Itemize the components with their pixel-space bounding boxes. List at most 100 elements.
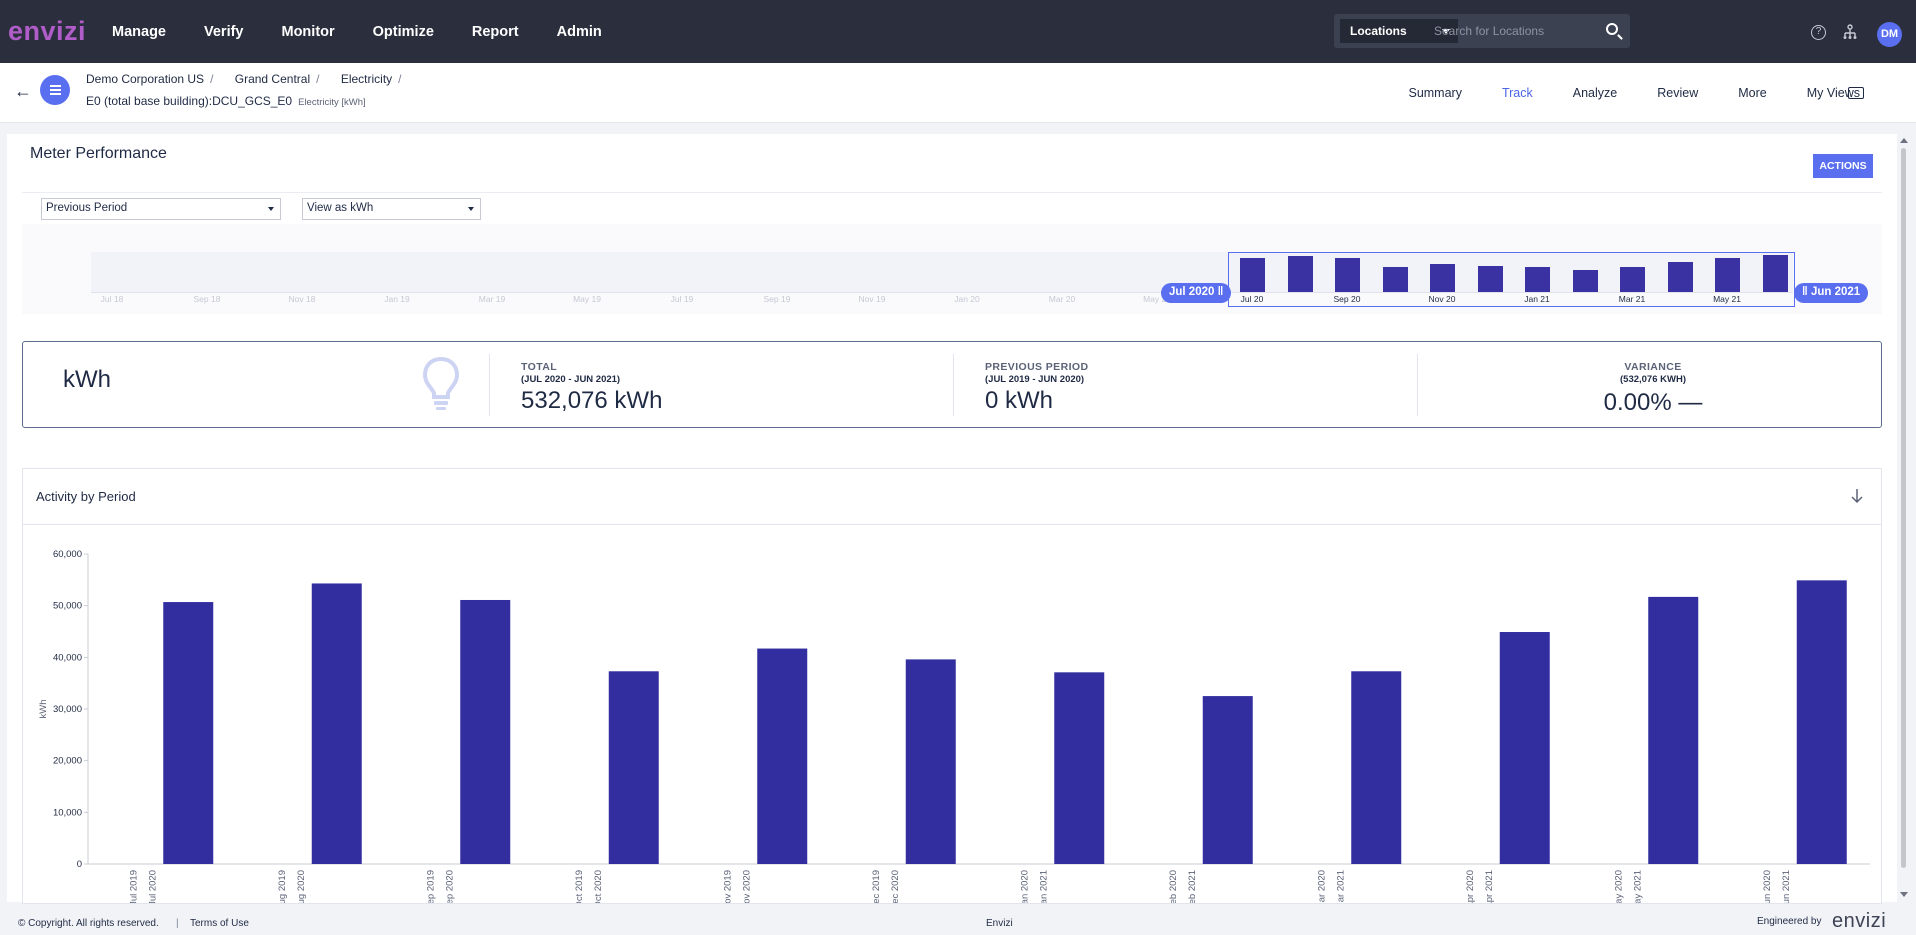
actions-button[interactable]: ACTIONS (1813, 154, 1873, 178)
tab-track[interactable]: Track (1501, 86, 1533, 100)
search-input[interactable] (1434, 19, 1584, 43)
x-tick-label-current: Jun 2021 (1781, 870, 1792, 903)
x-tick-label-previous: Sep 2019 (425, 870, 436, 903)
user-avatar[interactable]: DM (1877, 22, 1902, 47)
range-tick-label: Jul 20 (1240, 294, 1264, 304)
range-tick-label: Jul 18 (100, 294, 124, 304)
tab-review[interactable]: Review (1657, 86, 1699, 100)
range-selection-window[interactable] (1228, 252, 1795, 307)
range-track[interactable] (91, 252, 1793, 292)
range-tick-label: Nov 19 (858, 294, 886, 304)
range-bar (1335, 257, 1360, 292)
tab-my-views[interactable]: My Views (1806, 86, 1860, 100)
bar-current-period (757, 648, 808, 864)
menu-admin[interactable]: Admin (556, 23, 602, 40)
help-icon[interactable]: ? (1811, 25, 1826, 40)
menu-verify[interactable]: Verify (204, 23, 244, 40)
kpi-previous-value: 0 kWh (985, 387, 1054, 414)
range-tick-label: Sep 20 (1333, 294, 1361, 304)
hamburger-menu-button[interactable] (40, 75, 70, 105)
breadcrumb-item-building[interactable]: Grand Central (234, 72, 311, 86)
vertical-scrollbar[interactable] (1898, 134, 1908, 902)
search-icon[interactable] (1606, 23, 1618, 35)
present-screen-icon[interactable] (1848, 87, 1864, 99)
chevron-down-icon (268, 207, 274, 211)
range-start-handle[interactable]: Jul 2020 ‖ (1161, 283, 1232, 303)
meter-type: Electricity [kWh] (298, 97, 366, 108)
breadcrumb: Demo Corporation US / Grand Central / Elec… (86, 72, 420, 86)
menu-report[interactable]: Report (471, 23, 519, 40)
kpi-unit: kWh (63, 366, 111, 393)
footer-brand-text: Envizi (986, 918, 1013, 929)
terms-of-use-link[interactable]: Terms of Use (190, 918, 249, 929)
x-tick-label-current: Jan 2021 (1038, 870, 1049, 903)
bar-current-period (460, 599, 511, 864)
chevron-down-icon (468, 207, 474, 211)
menu-monitor[interactable]: Monitor (281, 23, 335, 40)
envizi-logo[interactable]: envizi (8, 16, 87, 46)
hamburger-line (50, 85, 61, 87)
kpi-divider (489, 354, 490, 416)
back-arrow-icon[interactable]: ← (14, 81, 32, 101)
kpi-previous-label: PREVIOUS PERIOD (985, 361, 1089, 373)
scroll-up-icon[interactable] (1900, 138, 1908, 143)
y-tick-label: 50,000 (53, 601, 82, 612)
tab-analyze[interactable]: Analyze (1572, 86, 1618, 100)
y-tick-label: 60,000 (53, 549, 82, 560)
x-tick-label-current: Dec 2020 (890, 870, 901, 903)
kpi-previous-period: (JUL 2019 - JUN 2020) (985, 374, 1085, 385)
bar-current-period (163, 602, 214, 864)
range-tick-label: May 21 (1713, 294, 1741, 304)
bar-current-period (1648, 596, 1699, 864)
range-bar (1430, 264, 1455, 292)
kpi-summary-card: kWh TOTAL (JUL 2020 - JUN 2021) 532,076 … (22, 341, 1882, 428)
compare-period-select[interactable]: Previous Period (41, 198, 281, 220)
range-end-label: Jun 2021 (1810, 286, 1861, 298)
kpi-variance-sub: (532,076 KWH) (1620, 374, 1686, 385)
kpi-variance-value: 0.00% — (1603, 389, 1703, 416)
breadcrumb-separator: / (398, 72, 402, 86)
drag-handle-icon: ‖ (1217, 286, 1224, 298)
bar-current-period (1796, 580, 1847, 864)
meter-title: E0 (total base building):DCU_GCS_E0 Elect… (86, 94, 366, 108)
range-start-label: Jul 2020 (1169, 286, 1215, 298)
hamburger-line (50, 89, 61, 91)
breadcrumb-item-organization[interactable]: Demo Corporation US (86, 72, 205, 86)
view-unit-select[interactable]: View as kWh (302, 198, 481, 220)
x-tick-label-previous: May 2020 (1613, 870, 1624, 903)
breadcrumb-separator: / (210, 72, 214, 86)
divider (22, 192, 1882, 193)
x-tick-label-previous: Nov 2019 (722, 870, 733, 903)
range-tick-label: Nov 18 (288, 294, 316, 304)
x-tick-label-current: Mar 2021 (1335, 870, 1346, 903)
download-arrow-icon[interactable] (1850, 488, 1864, 504)
footer-envizi-logo: envizi (1832, 910, 1887, 932)
kpi-total-period: (JUL 2020 - JUN 2021) (521, 374, 621, 385)
divider (22, 524, 1882, 525)
range-bar (1477, 265, 1503, 292)
tab-summary[interactable]: Summary (1408, 86, 1462, 100)
y-tick-label: 0 (77, 859, 82, 870)
range-tick-label: Sep 19 (763, 294, 791, 304)
range-bar (1667, 262, 1693, 292)
menu-manage[interactable]: Manage (112, 23, 166, 40)
range-bar (1287, 255, 1313, 292)
kpi-divider (1417, 354, 1418, 416)
hierarchy-icon[interactable] (1842, 24, 1858, 40)
y-tick-label: 40,000 (53, 652, 82, 663)
range-bar (1572, 270, 1598, 292)
range-bar (1382, 267, 1408, 292)
range-tick-label: Sep 18 (193, 294, 221, 304)
x-tick-label-current: Oct 2020 (593, 870, 604, 903)
menu-optimize[interactable]: Optimize (372, 23, 434, 40)
scroll-down-icon[interactable] (1900, 892, 1908, 897)
breadcrumb-item-utility[interactable]: Electricity (340, 72, 393, 86)
meter-name: E0 (total base building):DCU_GCS_E0 (86, 94, 293, 108)
view-tabs: Summary Track Analyze Review More My Vie… (1368, 63, 1860, 123)
range-bar (1715, 257, 1740, 292)
scrollbar-thumb[interactable] (1901, 148, 1906, 868)
x-tick-label-current: Jul 2020 (147, 870, 158, 903)
tab-more[interactable]: More (1738, 86, 1767, 100)
x-tick-label-current: Sep 2020 (444, 870, 455, 903)
range-end-handle[interactable]: ‖ Jun 2021 (1794, 283, 1869, 303)
